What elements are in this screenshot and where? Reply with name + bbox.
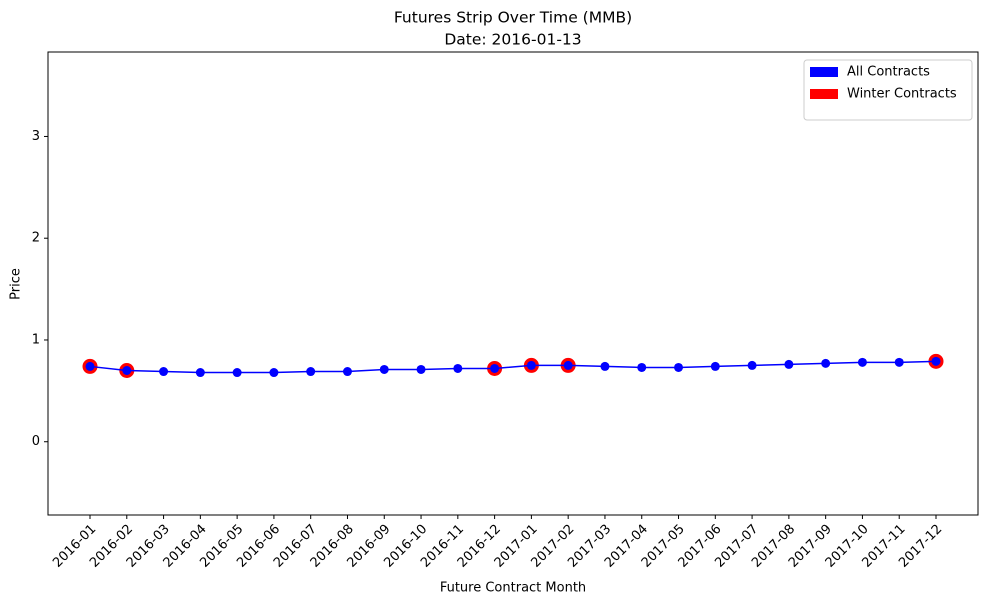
chart-subtitle: Date: 2016-01-13 [444,31,581,49]
point [195,368,205,378]
point [490,363,500,373]
legend-box [803,59,973,121]
y-tick-label: 3 [32,129,40,144]
point [122,366,132,376]
point [674,362,684,372]
y-tick-label: 1 [32,332,40,347]
point [857,357,867,367]
point [232,368,242,378]
point [931,356,941,366]
point [747,360,757,370]
chart-title: Futures Strip Over Time (MMB) [394,9,632,27]
legend-label: All Contracts [847,65,930,80]
point [563,360,573,370]
plot-area [47,51,979,516]
point [269,368,279,378]
point [306,367,316,377]
point [821,358,831,368]
point [416,364,426,374]
point [526,360,536,370]
point [894,357,904,367]
point [85,361,95,371]
legend-label: Winter Contracts [847,87,957,102]
point [453,363,463,373]
point [637,362,647,372]
legend-swatch [810,67,838,77]
legend-swatch [810,89,838,99]
point [710,361,720,371]
y-tick-label: 0 [32,434,40,449]
x-axis-label: Future Contract Month [440,581,586,596]
y-axis-label: Price [9,268,24,300]
point [379,364,389,374]
point [784,359,794,369]
series-line [89,360,937,374]
point [600,361,610,371]
point [342,367,352,377]
point [159,367,169,377]
y-tick-label: 2 [32,231,40,246]
